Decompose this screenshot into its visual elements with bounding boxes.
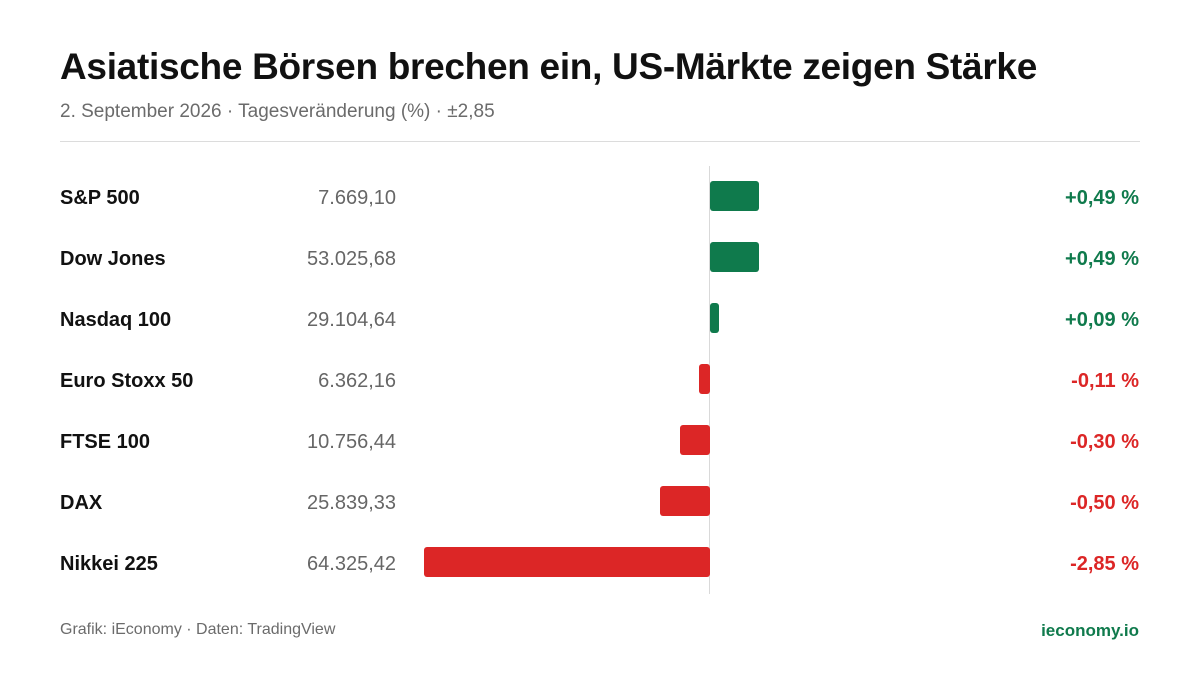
change-label: -0,30 % [1070,431,1139,453]
source-credit: Grafik: iEconomy · Daten: TradingView [60,621,336,638]
bar-negative [698,364,710,394]
change-label: +0,49 % [1065,248,1139,270]
index-name: Nikkei 225 [60,553,158,575]
chart-title: Asiatische Börsen brechen ein, US-Märkte… [60,46,1037,87]
bar-positive [710,303,720,333]
index-name: Dow Jones [60,248,166,270]
index-name: S&P 500 [60,187,140,209]
change-label: -0,11 % [1071,370,1139,392]
table-row: FTSE 100 10.756,44 -0,30 % [0,412,1200,473]
index-level: 10.756,44 [307,431,396,453]
brand-link[interactable]: ieconomy.io [1041,621,1139,640]
index-name: FTSE 100 [60,431,151,453]
bar-positive [710,242,760,272]
table-row: S&P 500 7.669,10 +0,49 % [0,168,1200,229]
index-level: 6.362,16 [318,370,396,392]
index-name: Euro Stoxx 50 [60,370,194,392]
index-level: 7.669,10 [318,187,396,209]
bar-negative [424,547,710,577]
change-label: +0,49 % [1065,187,1139,209]
change-label: +0,09 % [1065,309,1139,331]
table-row: Nasdaq 100 29.104,64 +0,09 % [0,290,1200,351]
index-level: 64.325,42 [307,553,396,575]
bar-positive [710,181,760,211]
bar-negative [659,486,710,516]
change-label: -2,85 % [1070,553,1139,575]
index-name: Nasdaq 100 [60,309,172,331]
bar-negative [679,425,710,455]
index-level: 29.104,64 [307,309,396,331]
table-row: DAX 25.839,33 -0,50 % [0,473,1200,534]
header-divider [60,141,1140,142]
chart-subtitle: 2. September 2026 · Tagesveränderung (%)… [60,101,495,122]
table-row: Dow Jones 53.025,68 +0,49 % [0,229,1200,290]
change-label: -0,50 % [1070,492,1139,514]
index-level: 25.839,33 [307,492,396,514]
index-name: DAX [60,492,103,514]
table-row: Nikkei 225 64.325,42 -2,85 % [0,534,1200,595]
index-level: 53.025,68 [307,248,396,270]
table-row: Euro Stoxx 50 6.362,16 -0,11 % [0,351,1200,412]
